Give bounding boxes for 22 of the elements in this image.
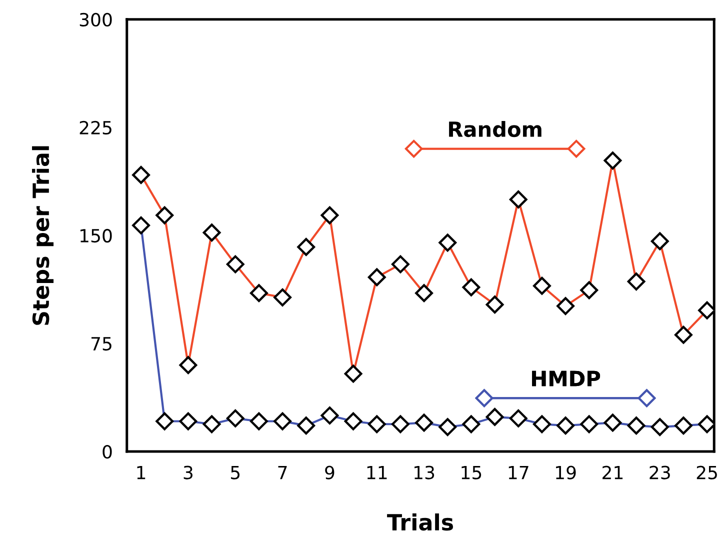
series-label: HMDP <box>532 370 600 386</box>
x-tick-label: 1 <box>137 466 146 480</box>
text: Random <box>449 120 542 138</box>
x-tick-label: 23 <box>650 466 670 480</box>
x-tick-label: 17 <box>508 466 528 480</box>
x-tick-label: 19 <box>556 466 576 480</box>
x-tick-label: 7 <box>278 466 287 480</box>
x-tick-label: 3 <box>184 466 192 480</box>
y-tick-label: 225 <box>80 120 112 135</box>
x-tick-label: 11 <box>367 466 387 480</box>
y-tick-label: 150 <box>80 228 112 243</box>
y-tick-label: 0 <box>102 444 112 459</box>
x-tick-label: 15 <box>462 466 482 480</box>
x-tick-label: 21 <box>602 466 623 480</box>
x-tick-label: 25 <box>696 466 717 480</box>
x-axis-title: Trials <box>387 513 454 531</box>
y-tick-label: 75 <box>91 337 112 351</box>
y-axis-title: Steps per Trial <box>32 146 54 325</box>
x-tick-label: 9 <box>325 466 334 480</box>
x-tick-label: 13 <box>414 466 434 480</box>
y-tick-label: 300 <box>80 12 112 27</box>
x-tick-label: 5 <box>231 466 240 480</box>
